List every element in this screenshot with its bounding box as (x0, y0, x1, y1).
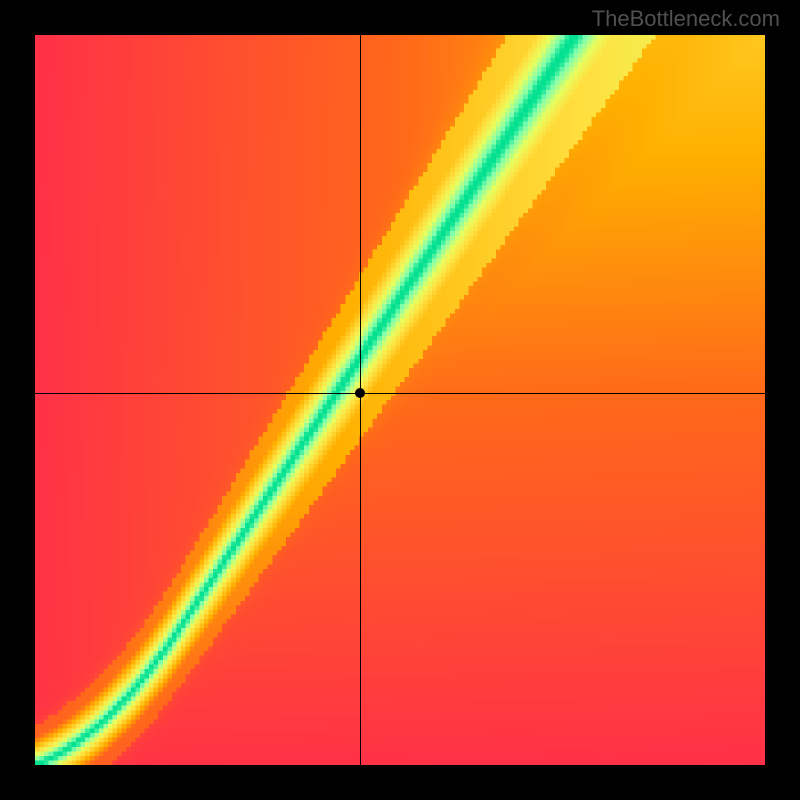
heatmap-canvas (35, 35, 765, 765)
crosshair-marker (355, 388, 365, 398)
crosshair-horizontal (35, 393, 765, 394)
heatmap-plot (35, 35, 765, 765)
crosshair-vertical (360, 35, 361, 765)
watermark-text: TheBottleneck.com (592, 6, 780, 32)
